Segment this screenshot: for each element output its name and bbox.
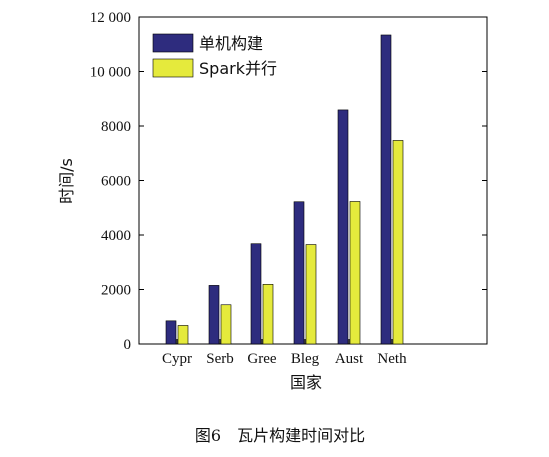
legend-label-series-1: 单机构建	[199, 34, 263, 53]
y-axis-title: 时间/s	[57, 158, 76, 204]
bar-bleg-series-2	[305, 244, 317, 345]
bar-serb-series-1	[208, 285, 220, 345]
y-tick-label: 4000	[101, 228, 131, 244]
x-tick-label-neth: Neth	[377, 351, 407, 367]
bar-serb-series-2	[220, 304, 232, 345]
y-tick-label: 10 000	[90, 65, 131, 81]
bars	[165, 34, 404, 345]
y-tick-label: 12 000	[90, 10, 131, 26]
x-tick-label-serb: Serb	[206, 351, 234, 367]
bar-gree-series-1	[250, 243, 262, 345]
figure-caption: 图6 瓦片构建时间对比	[195, 426, 365, 445]
legend-swatch-series-1	[152, 33, 194, 53]
bar-aust-series-2	[349, 201, 361, 345]
bar-cypr-series-2	[177, 325, 189, 345]
legend: 单机构建 Spark并行	[152, 33, 277, 78]
x-axis-title: 国家	[290, 373, 322, 392]
y-tick-label: 8000	[101, 119, 131, 135]
bar-cypr-series-1	[165, 320, 177, 345]
legend-label-series-2: Spark并行	[199, 59, 277, 78]
bar-bleg-series-1	[293, 201, 305, 345]
bar-neth-series-1	[380, 34, 392, 345]
y-ticks: 0 2000 4000 6000 8000 10 000 12 000	[90, 10, 487, 353]
y-tick-label: 2000	[101, 283, 131, 299]
bar-aust-series-1	[337, 109, 349, 345]
x-ticks: Cypr Serb Gree Bleg Aust Neth	[162, 339, 407, 367]
y-tick-label: 0	[124, 337, 132, 353]
x-tick-label-gree: Gree	[247, 351, 276, 367]
y-tick-label: 6000	[101, 174, 131, 190]
x-tick-label-bleg: Bleg	[291, 351, 320, 367]
bar-neth-series-2	[392, 140, 404, 345]
x-tick-label-aust: Aust	[335, 351, 364, 367]
bar-gree-series-2	[262, 284, 274, 345]
legend-swatch-series-2	[152, 58, 194, 78]
x-tick-label-cypr: Cypr	[162, 351, 192, 367]
